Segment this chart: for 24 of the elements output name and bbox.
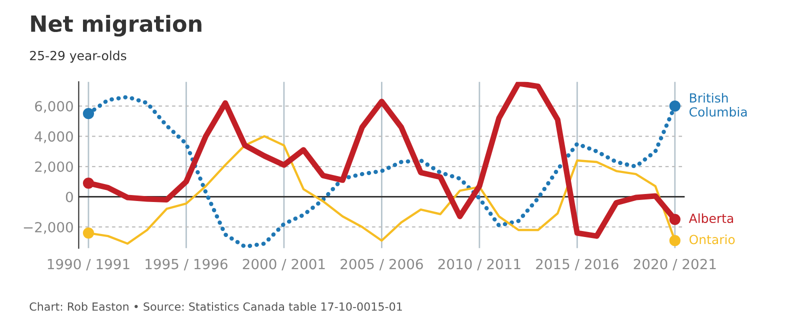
x-tick-label: 1990 / 1991 xyxy=(48,258,130,270)
x-tick-label: 2020 / 2021 xyxy=(634,258,716,270)
point xyxy=(669,235,680,246)
x-tick-label: 2000 / 2001 xyxy=(242,258,325,270)
y-tick-label: 2,000 xyxy=(35,161,73,174)
point xyxy=(82,227,94,239)
text: Chart: Rob Easton • Source: Statistics Canada table 17-10-0015-01 xyxy=(30,302,402,311)
point xyxy=(669,100,680,112)
chart-title: Net migration xyxy=(31,14,202,37)
x-tick-label: 2015 / 2016 xyxy=(536,258,618,270)
x-tick-label: 1995 / 1996 xyxy=(146,258,228,270)
series-label: Alberta xyxy=(688,213,734,224)
series-label: Ontario xyxy=(690,234,735,244)
series-label: British Columbia xyxy=(690,92,747,117)
chart-subtitle: 25-29 year-olds xyxy=(30,50,126,63)
point xyxy=(82,108,94,120)
x-tick-label: 2010 / 2011 xyxy=(438,258,520,270)
y-tick-label: 4,000 xyxy=(34,131,73,144)
point xyxy=(82,178,94,189)
y-tick-label: −2,000 xyxy=(24,222,73,234)
x-tick-label: 2005 / 2006 xyxy=(340,258,423,270)
point xyxy=(669,214,680,225)
y-tick-label: 6,000 xyxy=(35,100,73,113)
y-tick-label: 0 xyxy=(66,192,73,202)
